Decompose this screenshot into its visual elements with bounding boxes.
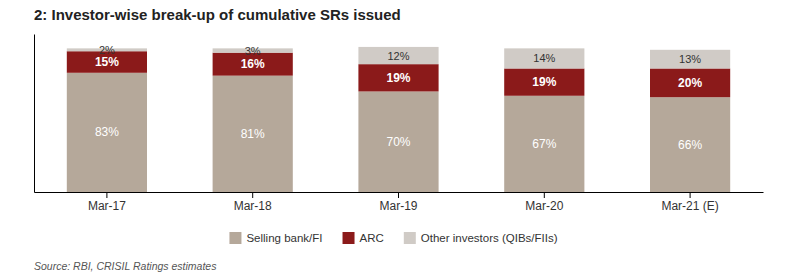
legend-label: ARC — [360, 232, 384, 244]
data-label: 12% — [387, 50, 409, 62]
legend-item: Selling bank/FI — [229, 232, 322, 244]
bar-segment — [504, 96, 584, 192]
legend-swatch — [229, 232, 241, 244]
data-label: 66% — [678, 138, 702, 152]
bar-segment — [650, 97, 730, 192]
bar-segment — [358, 64, 438, 91]
legend-swatch — [404, 232, 416, 244]
bar-segment — [67, 73, 147, 192]
data-label: 19% — [386, 71, 410, 85]
data-label: 16% — [241, 57, 265, 71]
data-label: 81% — [241, 127, 265, 141]
chart: 2: Investor-wise break-up of cumulative … — [0, 0, 787, 280]
x-tick: Mar-20 — [525, 192, 563, 213]
bar-segment — [650, 68, 730, 97]
legend-item: ARC — [343, 232, 384, 244]
x-tick-mark — [106, 192, 107, 198]
y-axis-line — [34, 35, 35, 193]
x-tick-label: Mar-20 — [525, 199, 563, 213]
x-tick: Mar-18 — [234, 192, 272, 213]
legend-item: Other investors (QIBs/FIIs) — [404, 232, 558, 244]
data-label: 20% — [678, 76, 702, 90]
x-tick: Mar-17 — [88, 192, 126, 213]
x-tick: Mar-21 (E) — [661, 192, 718, 213]
x-tick-label: Mar-18 — [234, 199, 272, 213]
bar-segment — [650, 50, 730, 69]
y-axis — [34, 35, 35, 193]
data-label: 2% — [99, 44, 115, 56]
legend: Selling bank/FI ARC Other investors (QIBs/… — [229, 232, 557, 244]
x-tick-mark — [252, 192, 253, 198]
data-label: 70% — [386, 135, 410, 149]
legend-label: Selling bank/FI — [246, 232, 322, 244]
data-label: 15% — [95, 55, 119, 69]
data-label: 19% — [532, 75, 556, 89]
x-tick-label: Mar-21 (E) — [661, 199, 718, 213]
data-label: 3% — [245, 45, 261, 57]
source: Source: RBI, CRISIL Ratings estimates — [34, 260, 217, 272]
data-label: 67% — [532, 137, 556, 151]
x-tick: Mar-19 — [379, 192, 417, 213]
bars — [67, 47, 730, 192]
plot: 83% 81% 70% 67% 66% 15% 16% 19% 19% 20% 2% 3% 12% 14%… — [35, 35, 764, 213]
data-label: 83% — [95, 125, 119, 139]
data-label: 14% — [533, 52, 555, 64]
legend-swatch — [343, 232, 355, 244]
title: 2: Investor-wise break-up of cumulative … — [34, 6, 401, 23]
x-tick-label: Mar-17 — [88, 199, 126, 213]
x-tick-mark — [398, 192, 399, 198]
x-tick-label: Mar-19 — [379, 199, 417, 213]
data-label: 13% — [679, 53, 701, 65]
bar-segment — [213, 76, 293, 192]
bar-segment — [358, 91, 438, 192]
x-tick-mark — [544, 192, 545, 198]
x-axis: Mar-17 Mar-18 Mar-19 Mar-20 Mar-21 (E) — [35, 192, 764, 213]
data-labels: 83% 81% 70% 67% 66% 15% 16% 19% 19% 20% 2% 3% 12% 14%… — [95, 44, 703, 152]
legend-label: Other investors (QIBs/FIIs) — [421, 232, 558, 244]
bar-segment — [504, 68, 584, 95]
bar-segment — [358, 47, 438, 64]
bar-segment — [504, 48, 584, 68]
x-tick-mark — [690, 192, 691, 198]
